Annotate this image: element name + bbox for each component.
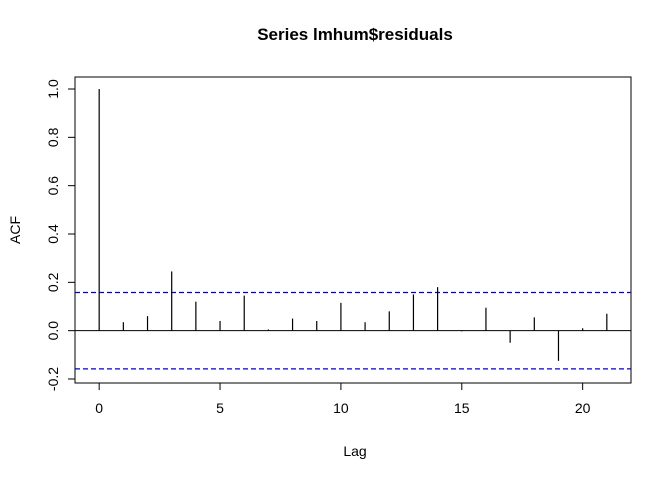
- y-tick-label: 0.0: [45, 321, 61, 341]
- x-tick-label: 5: [216, 400, 224, 416]
- chart-title: Series lmhum$residuals: [257, 25, 453, 44]
- y-tick-label: -0.2: [45, 367, 61, 391]
- x-tick-label: 20: [575, 400, 591, 416]
- y-tick-label: 1.0: [45, 79, 61, 99]
- y-tick-label: 0.8: [45, 127, 61, 147]
- x-tick-label: 15: [454, 400, 470, 416]
- acf-bars: [98, 89, 608, 361]
- y-axis-label: ACF: [7, 216, 23, 244]
- plot-frame: [74, 76, 632, 384]
- y-tick-label: 0.2: [45, 272, 61, 292]
- reference-lines: [75, 291, 631, 370]
- x-tick-label: 0: [95, 400, 103, 416]
- y-tick-label: 0.4: [45, 224, 61, 244]
- x-tick-label: 10: [333, 400, 349, 416]
- y-axis: -0.2 0.0 0.2 0.4 0.6 0.8 1.0: [45, 79, 76, 391]
- y-tick-label: 0.6: [45, 176, 61, 196]
- x-axis: 0 5 10 15 20: [95, 382, 591, 416]
- x-axis-label: Lag: [343, 443, 366, 459]
